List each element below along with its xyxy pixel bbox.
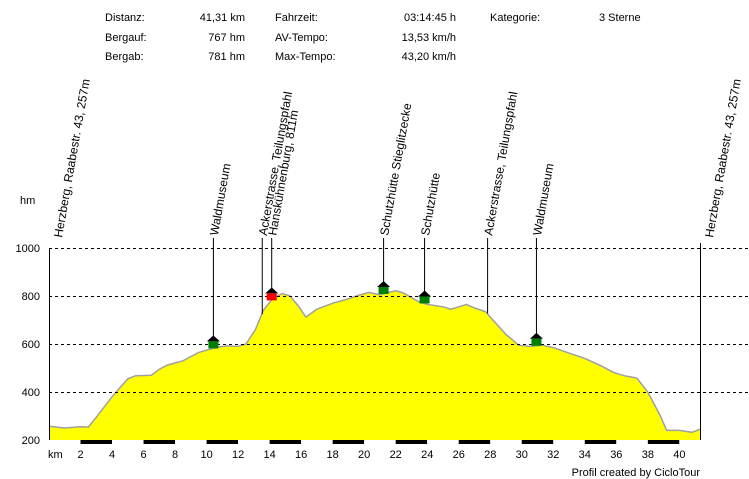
waypoint-3: Hanskühnenburg, 811m bbox=[265, 109, 301, 301]
hut-roof-icon bbox=[206, 335, 220, 342]
x-axis-ticks: 2 4 6 8 10 12 14 16 18 20 22 24 26 28 30 32 34 36 38 40 bbox=[77, 449, 685, 461]
km-bar-segment bbox=[616, 440, 648, 444]
y-tick-label: 800 bbox=[22, 291, 40, 303]
waypoint-0: Herzberg, Raabestr. 43, 257m bbox=[51, 78, 93, 239]
x-tick-label: 14 bbox=[263, 449, 275, 461]
elevation-area bbox=[49, 290, 700, 440]
km-bar-segment bbox=[584, 440, 617, 444]
x-tick-label: 32 bbox=[547, 449, 559, 461]
hut-icon bbox=[419, 296, 430, 304]
hut-roof-icon bbox=[377, 280, 391, 287]
y-axis-label: hm bbox=[20, 195, 35, 207]
hut-roof-icon bbox=[418, 290, 432, 297]
y-axis-ticks: 200 400 600 800 1000 bbox=[16, 243, 40, 447]
bergab-label: Bergab: bbox=[105, 51, 144, 63]
hut-icon bbox=[531, 338, 542, 346]
kategorie-value: 3 Sterne bbox=[599, 12, 641, 24]
x-axis-label: km bbox=[48, 449, 63, 461]
x-tick-label: 8 bbox=[172, 449, 178, 461]
kategorie-label: Kategorie: bbox=[490, 12, 541, 24]
waypoint-4: Schutzhütte Stieglitzecke bbox=[377, 102, 414, 294]
waypoint-label: Waldmuseum bbox=[530, 162, 556, 236]
av-tempo-value: 13,53 km/h bbox=[401, 32, 456, 44]
x-tick-label: 18 bbox=[327, 449, 339, 461]
km-bar-segment bbox=[647, 440, 680, 444]
tour-statistics: Distanz: 41,31 km Bergauf: 767 hm Bergab… bbox=[0, 0, 749, 70]
x-tick-label: 10 bbox=[200, 449, 212, 461]
km-bar-segment bbox=[395, 440, 428, 444]
hut-icon bbox=[266, 293, 277, 301]
x-tick-label: 38 bbox=[642, 449, 654, 461]
waypoint-1: Waldmuseum bbox=[206, 162, 234, 349]
hut-roof-icon bbox=[265, 287, 279, 294]
km-bar-segment bbox=[679, 440, 700, 444]
y-tick-label: 600 bbox=[22, 339, 40, 351]
x-tick-label: 40 bbox=[673, 449, 685, 461]
gridlines bbox=[49, 243, 749, 440]
x-tick-label: 30 bbox=[516, 449, 528, 461]
waypoint-label: Schutzhütte bbox=[418, 171, 443, 236]
av-tempo-label: AV-Tempo: bbox=[275, 32, 328, 44]
bergauf-value: 767 hm bbox=[208, 32, 245, 44]
km-bar-segment bbox=[332, 440, 365, 444]
y-tick-label: 200 bbox=[22, 435, 40, 447]
hut-icon bbox=[378, 286, 389, 294]
km-bar-segment bbox=[364, 440, 396, 444]
waypoint-5: Schutzhütte bbox=[418, 171, 443, 304]
km-bar-segment bbox=[238, 440, 270, 444]
y-tick-label: 1000 bbox=[16, 243, 40, 255]
x-tick-label: 12 bbox=[232, 449, 244, 461]
km-bar-segment bbox=[112, 440, 144, 444]
km-bar-segment bbox=[80, 440, 113, 444]
waypoint-label: Schutzhütte Stieglitzecke bbox=[377, 102, 414, 237]
km-bar-segment bbox=[427, 440, 459, 444]
waypoint-6: Ackerstrasse, Teilungspfahl bbox=[481, 90, 520, 314]
bergauf-label: Bergauf: bbox=[105, 32, 147, 44]
x-tick-label: 26 bbox=[453, 449, 465, 461]
x-tick-label: 22 bbox=[390, 449, 402, 461]
bergab-value: 781 hm bbox=[208, 51, 245, 63]
x-tick-label: 2 bbox=[77, 449, 83, 461]
x-tick-label: 20 bbox=[358, 449, 370, 461]
km-bar-segment bbox=[143, 440, 176, 444]
km-bar-segment bbox=[458, 440, 491, 444]
waypoint-label: Herzberg, Raabestr. 43, 257m bbox=[51, 78, 93, 239]
x-tick-label: 6 bbox=[140, 449, 146, 461]
km-bar-segment bbox=[175, 440, 207, 444]
max-tempo-value: 43,20 km/h bbox=[401, 51, 456, 63]
km-bar-segment bbox=[206, 440, 239, 444]
x-tick-label: 16 bbox=[295, 449, 307, 461]
km-bar-segment bbox=[490, 440, 522, 444]
km-bar-segment bbox=[553, 440, 585, 444]
distanz-value: 41,31 km bbox=[199, 12, 245, 24]
hut-roof-icon bbox=[529, 332, 543, 339]
km-bar-segment bbox=[49, 440, 81, 444]
x-tick-label: 24 bbox=[421, 449, 433, 461]
elevation-outline bbox=[48, 289, 701, 434]
x-tick-label: 36 bbox=[610, 449, 622, 461]
x-tick-label: 4 bbox=[109, 449, 115, 461]
max-tempo-label: Max-Tempo: bbox=[275, 51, 336, 63]
fahrzeit-label: Fahrzeit: bbox=[275, 12, 318, 24]
km-bar-segment bbox=[301, 440, 333, 444]
km-bar-segment bbox=[521, 440, 554, 444]
waypoint-8: Herzberg, Raabestr. 43, 257m bbox=[702, 78, 744, 239]
km-bar-segment bbox=[269, 440, 302, 444]
fahrzeit-value: 03:14:45 h bbox=[404, 12, 456, 24]
distance-scale-bar bbox=[49, 440, 700, 444]
y-tick-label: 400 bbox=[22, 387, 40, 399]
hut-icon bbox=[208, 341, 219, 349]
waypoint-label: Herzberg, Raabestr. 43, 257m bbox=[702, 78, 744, 239]
waypoint-label: Waldmuseum bbox=[207, 162, 233, 236]
distanz-label: Distanz: bbox=[105, 12, 145, 24]
x-tick-label: 34 bbox=[579, 449, 591, 461]
waypoint-7: Waldmuseum bbox=[529, 162, 557, 346]
waypoint-label: Ackerstrasse, Teilungspfahl bbox=[481, 90, 520, 236]
x-tick-label: 28 bbox=[484, 449, 496, 461]
credit-text: Profil created by CicloTour bbox=[572, 467, 701, 479]
